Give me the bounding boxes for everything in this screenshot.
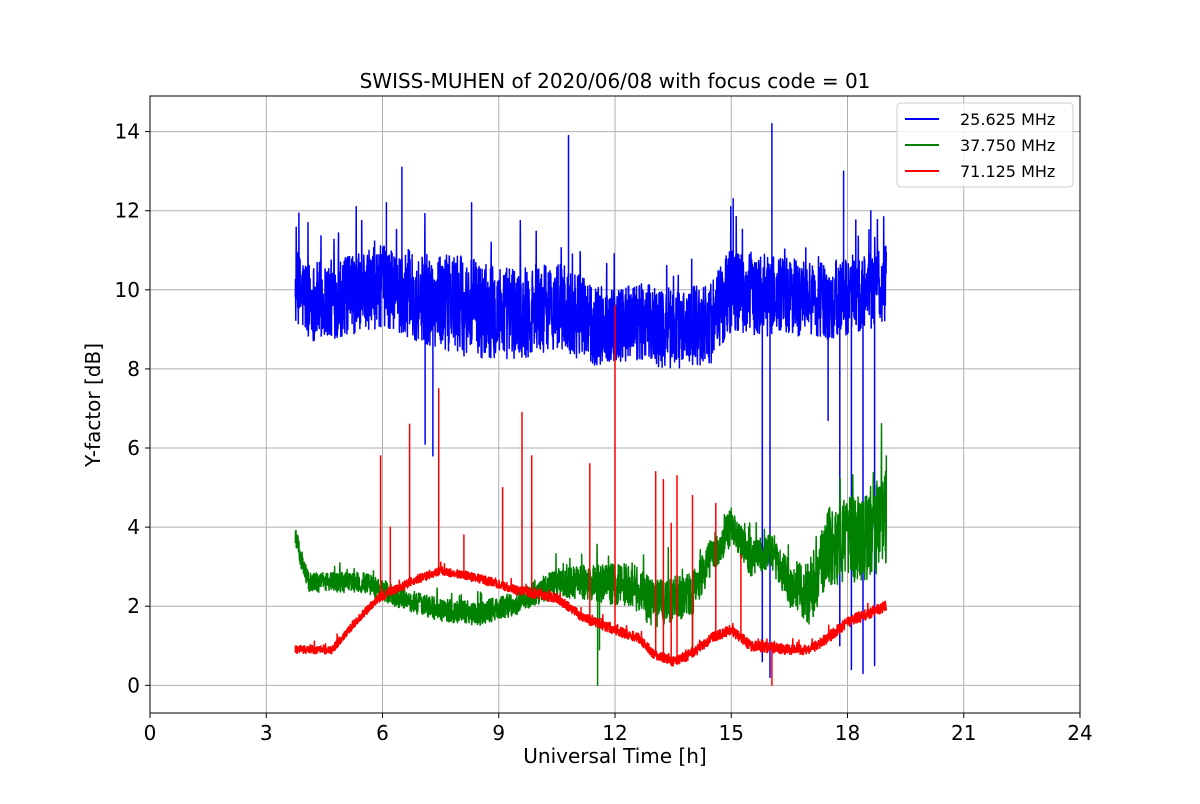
y-tick-label: 12 <box>115 199 140 223</box>
y-tick-label: 10 <box>115 278 140 302</box>
x-tick-label: 9 <box>492 721 505 745</box>
y-tick-label: 2 <box>127 594 140 618</box>
legend-label: 71.125 MHz <box>960 162 1055 181</box>
x-tick-label: 18 <box>835 721 860 745</box>
legend-entries: 25.625 MHz 37.750 MHz 71.125 MHz <box>905 110 1055 181</box>
legend-box <box>896 102 1074 188</box>
series-line-3 <box>294 304 888 687</box>
x-tick-label: 0 <box>144 721 157 745</box>
x-axis-ticks: 0 3 6 9 12 15 18 21 24 <box>144 713 1093 745</box>
x-axis-label: Universal Time [h] <box>523 744 706 768</box>
y-axis-label: Y-factor [dB] <box>81 343 105 468</box>
series-lines <box>294 122 888 687</box>
y-tick-label: 14 <box>115 120 140 144</box>
legend: 25.625 MHz 37.750 MHz 71.125 MHz <box>896 102 1074 188</box>
y-tick-label: 6 <box>127 436 140 460</box>
x-tick-label: 3 <box>260 721 273 745</box>
x-tick-label: 24 <box>1067 721 1092 745</box>
x-tick-label: 15 <box>719 721 744 745</box>
y-tick-label: 8 <box>127 357 140 381</box>
x-tick-label: 21 <box>951 721 976 745</box>
legend-label: 37.750 MHz <box>960 136 1055 155</box>
chart-title: SWISS-MUHEN of 2020/06/08 with focus cod… <box>360 69 871 93</box>
series-line-2 <box>294 422 888 687</box>
y-tick-label: 0 <box>127 673 140 697</box>
y-tick-label: 4 <box>127 515 140 539</box>
x-tick-label: 12 <box>602 721 627 745</box>
legend-label: 25.625 MHz <box>960 110 1055 129</box>
y-axis-ticks: 0 2 4 6 8 10 12 14 <box>115 120 150 697</box>
series-line-1 <box>294 122 888 679</box>
x-tick-label: 6 <box>376 721 389 745</box>
